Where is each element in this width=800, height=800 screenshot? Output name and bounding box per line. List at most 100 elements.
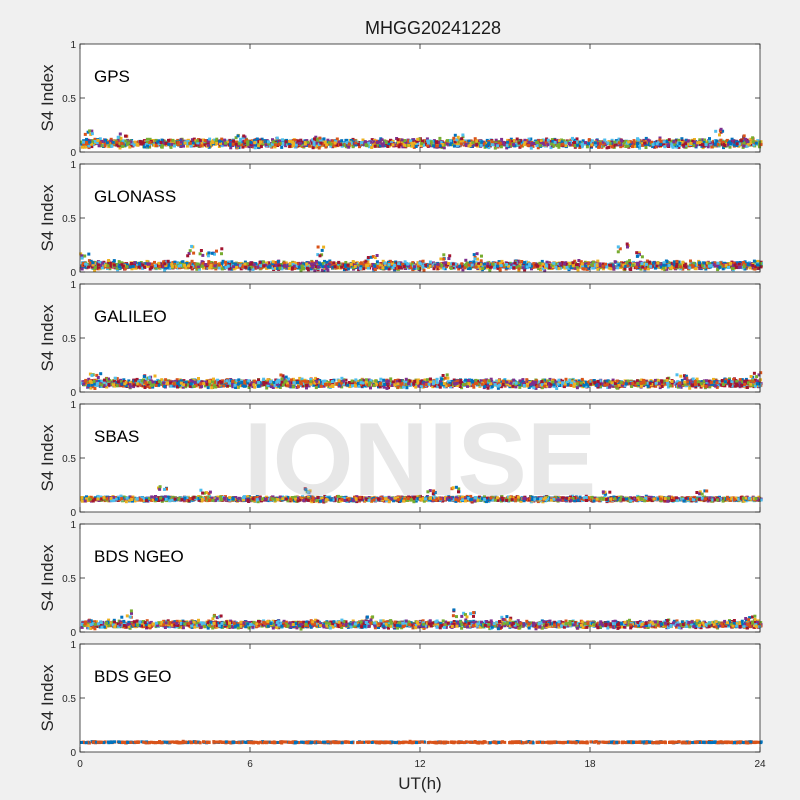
data-point (422, 143, 426, 147)
data-point (250, 263, 253, 267)
data-point (590, 143, 594, 147)
data-point (380, 138, 384, 142)
data-point (416, 262, 420, 266)
data-point (100, 266, 104, 270)
data-point (391, 143, 395, 147)
data-point (98, 141, 102, 145)
data-point (592, 266, 596, 270)
data-point (461, 268, 465, 272)
data-point (179, 144, 183, 148)
data-point (271, 140, 275, 144)
data-point (477, 262, 481, 266)
data-point (311, 146, 315, 150)
data-point (141, 266, 145, 270)
data-point (345, 141, 349, 145)
data-point (736, 140, 740, 144)
data-point (670, 144, 674, 148)
data-point (268, 264, 272, 268)
data-point (445, 265, 448, 269)
data-point (477, 142, 481, 145)
data-point (271, 266, 275, 270)
data-point (585, 267, 589, 271)
constellation-label: GPS (94, 67, 130, 86)
data-point (118, 138, 122, 142)
data-point (641, 143, 645, 147)
data-point (686, 139, 690, 143)
data-point (725, 138, 729, 142)
data-point (388, 144, 391, 148)
data-point (336, 264, 340, 268)
data-point (222, 266, 226, 270)
data-point (731, 267, 734, 271)
data-point (647, 141, 651, 145)
data-point (456, 135, 460, 139)
data-point (220, 137, 224, 141)
data-point (442, 266, 446, 270)
data-point (497, 260, 501, 264)
data-point (171, 261, 175, 265)
data-point (315, 259, 318, 263)
data-point (751, 136, 755, 140)
data-point (634, 265, 638, 269)
data-point (110, 144, 114, 148)
data-point (536, 146, 540, 150)
data-point (578, 140, 582, 144)
data-point (512, 139, 516, 142)
data-point (548, 266, 552, 270)
data-point (570, 143, 574, 147)
data-point (470, 263, 474, 267)
data-point (713, 142, 717, 146)
data-point (620, 264, 624, 268)
data-point (759, 143, 763, 147)
data-point (677, 260, 681, 264)
data-point (148, 137, 152, 141)
data-point (609, 267, 613, 271)
data-point (337, 260, 341, 264)
data-point (83, 132, 87, 136)
data-point (386, 145, 390, 148)
data-point (220, 261, 224, 265)
data-point (198, 138, 202, 142)
data-point (601, 262, 605, 266)
data-point (744, 137, 747, 141)
data-point (364, 143, 368, 147)
data-point (643, 267, 647, 271)
data-point (277, 142, 281, 146)
data-point (652, 263, 656, 267)
data-point (196, 141, 200, 145)
data-point (577, 259, 581, 262)
data-point (704, 143, 708, 147)
data-point (479, 143, 483, 147)
data-point (349, 141, 353, 145)
data-point (545, 260, 549, 264)
data-point (752, 259, 756, 263)
data-point (344, 138, 348, 142)
data-point (663, 268, 667, 272)
data-point (721, 267, 725, 271)
data-point (213, 138, 216, 142)
data-point (421, 266, 425, 270)
data-point (657, 140, 661, 144)
data-point (538, 143, 542, 147)
data-point (541, 262, 545, 266)
data-point (309, 267, 313, 271)
data-point (525, 260, 528, 264)
data-point (84, 145, 88, 149)
data-point (523, 268, 527, 272)
data-point (464, 143, 468, 147)
data-point (469, 142, 473, 145)
data-point (571, 261, 575, 265)
data-point (119, 136, 123, 140)
data-point (573, 141, 577, 144)
data-point (680, 141, 684, 144)
data-point (169, 145, 173, 149)
data-point (324, 145, 328, 149)
data-point (284, 144, 288, 148)
data-point (411, 261, 415, 265)
data-point (236, 134, 240, 138)
data-point (265, 140, 269, 144)
data-point (612, 267, 616, 271)
data-point (145, 137, 149, 141)
data-point (530, 141, 534, 145)
data-point (662, 143, 666, 147)
